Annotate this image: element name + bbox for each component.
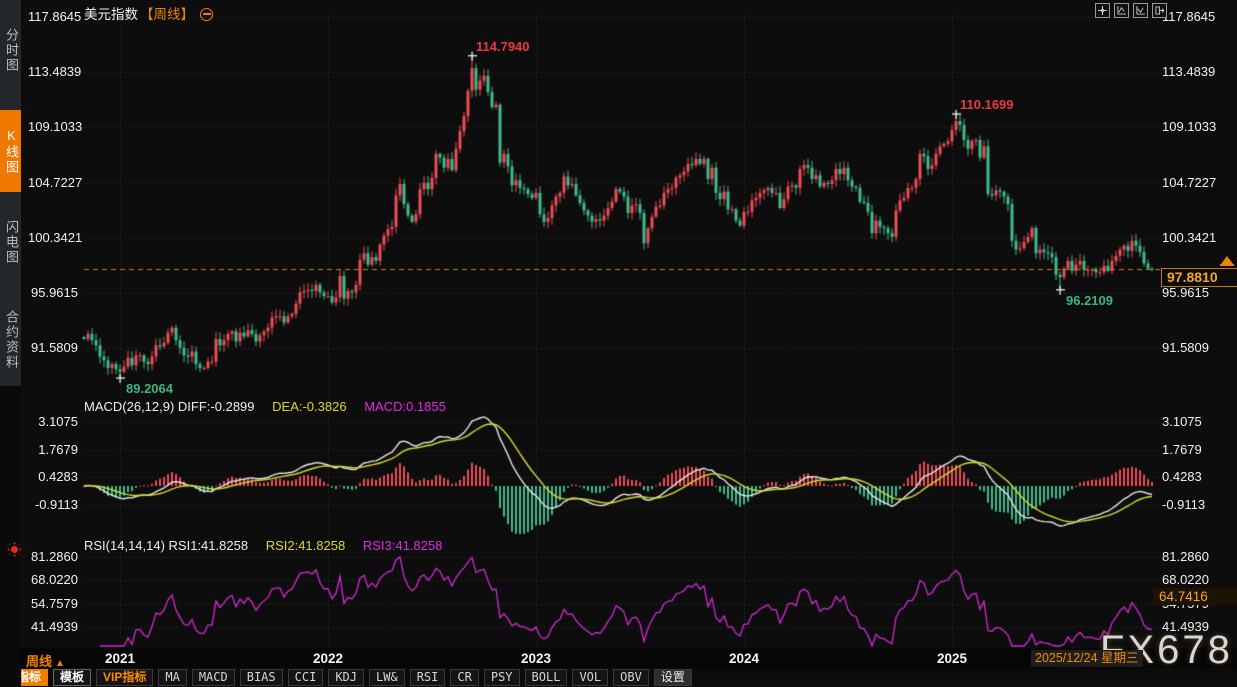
rsi-header: RSI(14,14,14) RSI1:41.8258 RSI2:41.8258 …: [84, 538, 442, 553]
rsi-axis-label: 68.0220: [1162, 572, 1209, 588]
indicator-toolbar: 指标 模板 VIP指标 MA MACD BIAS CCI KDJ LW& RSI CR PSY BOLL…: [0, 668, 1237, 687]
triangle-up-icon: ▲: [55, 658, 65, 669]
toolbar-item-BOLL[interactable]: BOLL: [524, 669, 568, 686]
period-tag: 【周线】: [140, 7, 194, 22]
rsi-axis-label: 68.0220: [31, 572, 78, 588]
last-price-badge: 97.8810: [1161, 268, 1237, 287]
extreme-label-high-2025: 110.1699: [960, 96, 1014, 112]
price-axis-label: 109.1033: [1162, 119, 1217, 135]
zoom-in-chart-icon[interactable]: [1114, 3, 1129, 18]
extreme-label-high-2022: 114.7940: [476, 38, 530, 54]
rsi-axis-label: 54.7579: [31, 595, 78, 611]
sidebar-tab-K线图[interactable]: K线图: [0, 110, 21, 192]
rsi-axis-label: 41.4939: [31, 618, 78, 634]
price-axis-label: 117.8645: [28, 9, 82, 24]
price-axis-label: 100.3421: [28, 229, 83, 245]
toolbar-item-RSI[interactable]: RSI: [409, 669, 446, 686]
live-dot-icon[interactable]: [11, 546, 18, 553]
price-axis-label: 95.9615: [1162, 284, 1209, 300]
macd-axis-label: 1.7679: [1162, 441, 1202, 457]
year-axis-label: 2023: [520, 651, 552, 666]
toolbar-item-OBV[interactable]: OBV: [613, 669, 649, 686]
year-axis-label: 2022: [312, 651, 344, 666]
cursor-date-badge: 2025/12/24 星期三: [1031, 650, 1143, 667]
toolbar-item-VOL[interactable]: VOL: [572, 669, 609, 686]
macd-axis-label: 3.1075: [1162, 413, 1202, 429]
toolbar-item-MA[interactable]: MA: [158, 669, 187, 686]
add-indicator-icon[interactable]: [200, 8, 213, 21]
toolbar-item-BIAS[interactable]: BIAS: [239, 669, 283, 686]
symbol-name: 美元指数: [84, 7, 138, 22]
extreme-label-low-2025: 96.2109: [1066, 292, 1113, 308]
sidebar-tab-合约资料[interactable]: 合约资料: [4, 310, 19, 370]
price-axis-label: 113.4839: [28, 64, 82, 80]
exit-chart-icon[interactable]: [1152, 3, 1167, 18]
toolbar-item-CR[interactable]: CR: [450, 669, 479, 686]
price-axis-label: 104.7227: [1162, 174, 1217, 190]
toolbar-item-设置[interactable]: 设置: [653, 669, 692, 686]
macd-axis-label: 0.4283: [38, 469, 78, 485]
toolbar-item-模板[interactable]: 模板: [53, 669, 92, 686]
price-alert-icon[interactable]: [1220, 256, 1234, 266]
window-controls: [1095, 3, 1167, 18]
sidebar-tab-分时图[interactable]: 分时图: [4, 27, 19, 73]
macd-axis-label: 1.7679: [38, 441, 78, 457]
macd-main-text: MACD(26,12,9) DIFF:-0.2899: [84, 399, 255, 414]
price-axis-label: 117.8645: [1162, 9, 1216, 24]
macd-dea-text: DEA:-0.3826: [272, 399, 347, 414]
price-axis-label: 91.5809: [1162, 340, 1209, 356]
toolbar-item-KDJ[interactable]: KDJ: [328, 669, 365, 686]
rsi3-text: RSI3:41.8258: [362, 538, 443, 553]
year-axis-label: 2024: [728, 651, 760, 666]
price-axis-label: 100.3421: [1162, 229, 1217, 245]
sidebar-tab-zone: [0, 0, 21, 386]
price-axis-label: 109.1033: [28, 119, 83, 135]
left-sidebar: 分时图 K线图闪电图合约资料: [0, 0, 21, 687]
period-toggle[interactable]: 周线 ▲: [26, 651, 65, 670]
macd-axis-label: 0.4283: [1162, 469, 1202, 485]
toolbar-item-PSY[interactable]: PSY: [483, 669, 520, 686]
rsi-axis-label: 81.2860: [1162, 549, 1209, 564]
period-label: 周线: [26, 654, 53, 669]
toolbar-item-LW&[interactable]: LW&: [369, 669, 405, 686]
toolbar-item-CCI[interactable]: CCI: [287, 669, 324, 686]
macd-value-text: MACD:0.1855: [364, 399, 446, 414]
macd-axis-label: -0.9113: [34, 496, 78, 512]
price-axis-label: 104.7227: [28, 174, 83, 190]
zoom-out-chart-icon[interactable]: [1133, 3, 1148, 18]
time-axis-row: [0, 648, 1237, 668]
rsi-axis-label: 41.4939: [1162, 618, 1209, 634]
rsi-value-badge: 64.7416: [1153, 588, 1237, 605]
year-axis-label: 2025: [936, 651, 968, 666]
rsi-main-text: RSI(14,14,14) RSI1:41.8258: [84, 538, 249, 553]
macd-axis-label: 3.1075: [38, 413, 78, 429]
toolbar-item-VIP指标[interactable]: VIP指标: [96, 669, 154, 686]
chart-title: 美元指数 【周线】: [84, 3, 213, 23]
sidebar-tab-闪电图[interactable]: 闪电图: [4, 219, 19, 265]
price-axis-label: 95.9615: [31, 284, 78, 300]
macd-axis-label: -0.9113: [1162, 496, 1206, 512]
rsi2-text: RSI2:41.8258: [265, 538, 346, 553]
rsi-axis-label: 81.2860: [31, 549, 78, 564]
extreme-label-low-2021: 89.2064: [126, 380, 173, 396]
macd-header: MACD(26,12,9) DIFF:-0.2899 DEA:-0.3826 M…: [84, 399, 446, 414]
price-axis-label: 91.5809: [31, 340, 78, 356]
year-axis-label: 2021: [104, 651, 136, 666]
price-axis-label: 113.4839: [1162, 64, 1216, 80]
toolbar-item-MACD[interactable]: MACD: [191, 669, 235, 686]
crosshair-icon[interactable]: [1095, 3, 1110, 18]
